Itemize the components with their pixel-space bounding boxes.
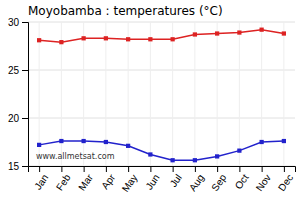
- marker: [215, 154, 219, 158]
- tick-mark: [22, 22, 28, 23]
- grid-line: [150, 22, 151, 166]
- marker: [37, 38, 41, 42]
- grid-line: [261, 22, 262, 166]
- tick-label: Jun: [143, 172, 161, 192]
- tick-mark: [106, 166, 107, 172]
- tick-label: Sep: [209, 172, 228, 193]
- tick: Sep: [209, 166, 228, 193]
- tick: Jul: [168, 166, 184, 189]
- tick-label: 20: [8, 113, 20, 124]
- axis-line: [22, 23, 29, 167]
- marker: [59, 40, 63, 44]
- tick: 30: [8, 17, 28, 28]
- grid-line: [172, 22, 173, 166]
- tick: Jun: [143, 166, 161, 192]
- tick: Dec: [276, 166, 295, 193]
- tick: Oct: [233, 166, 251, 191]
- marker: [148, 152, 152, 156]
- chart: 15 20 25 30 JanFebMarAprMayJun JulAugSep OctNo…: [0, 0, 305, 200]
- marker: [37, 143, 41, 147]
- axis-line: [29, 167, 296, 173]
- tick: 25: [8, 65, 28, 76]
- marker: [82, 139, 86, 143]
- marker: [148, 37, 152, 41]
- tick-label: 25: [8, 65, 20, 76]
- x-axis: JanFebMarAprMayJun JulAugSep OctNovDec: [29, 166, 296, 194]
- grid-line: [28, 118, 295, 119]
- tick-mark: [84, 166, 85, 172]
- tick-mark: [61, 166, 62, 172]
- tick: Aug: [187, 166, 206, 193]
- tick: Feb: [54, 166, 73, 193]
- tick-mark: [262, 166, 263, 172]
- tick-label: 30: [8, 17, 20, 28]
- tick-label: Jul: [168, 172, 184, 189]
- marker: [82, 36, 86, 40]
- tick: Jan: [32, 166, 50, 192]
- tick-mark: [217, 166, 218, 172]
- marker: [104, 140, 108, 144]
- tick-mark: [22, 166, 28, 167]
- marker: [237, 149, 241, 153]
- tick: May: [120, 166, 140, 194]
- grid-line: [194, 22, 195, 166]
- tick: 20: [8, 113, 28, 124]
- tick-label: Oct: [233, 172, 251, 191]
- tick-label: 15: [8, 161, 20, 172]
- marker: [126, 37, 130, 41]
- tick-mark: [128, 166, 129, 172]
- marker: [215, 31, 219, 35]
- marks: [37, 28, 286, 163]
- annotation: www.allmetsat.com: [36, 152, 115, 161]
- tick: 15: [8, 161, 28, 172]
- tick-label: Feb: [54, 172, 73, 193]
- tick-label: Dec: [276, 172, 295, 193]
- grid-line: [28, 70, 295, 71]
- marker: [126, 144, 130, 148]
- marker: [193, 158, 197, 162]
- marker: [193, 32, 197, 36]
- marker: [282, 31, 286, 35]
- tick-label: Jan: [32, 172, 50, 192]
- series-line: [39, 30, 284, 42]
- tick-label: Nov: [254, 172, 273, 193]
- tick: Mar: [76, 166, 95, 193]
- marker: [282, 139, 286, 143]
- plot: 15 20 25 30 JanFebMarAprMayJun JulAugSep OctNo…: [8, 17, 296, 194]
- grid-line: [83, 22, 84, 166]
- grid-line: [28, 22, 295, 23]
- grid-line: [217, 22, 218, 166]
- title: Moyobamba : temperatures (°C): [28, 4, 223, 18]
- tick-mark: [284, 166, 285, 172]
- marker: [171, 37, 175, 41]
- tick-mark: [22, 118, 28, 119]
- tick-mark: [39, 166, 40, 172]
- tick-label: Aug: [187, 172, 206, 193]
- marker: [260, 28, 264, 32]
- marker: [237, 30, 241, 34]
- tick-label: Mar: [76, 172, 95, 193]
- grid-line: [105, 22, 106, 166]
- grid: [28, 22, 295, 166]
- marker: [59, 139, 63, 143]
- tick-mark: [150, 166, 151, 172]
- y-axis: 15 20 25 30: [8, 17, 29, 172]
- grid-line: [283, 22, 284, 166]
- grid-line: [239, 22, 240, 166]
- tick: Nov: [254, 166, 273, 193]
- marker: [171, 158, 175, 162]
- tick-label: May: [120, 172, 140, 194]
- tick-mark: [22, 70, 28, 71]
- tick-label: Apr: [99, 172, 117, 192]
- marker: [260, 140, 264, 144]
- tick: Apr: [99, 166, 117, 191]
- tick-mark: [173, 166, 174, 172]
- tick-mark: [195, 166, 196, 172]
- tick-mark: [239, 166, 240, 172]
- marker: [104, 36, 108, 40]
